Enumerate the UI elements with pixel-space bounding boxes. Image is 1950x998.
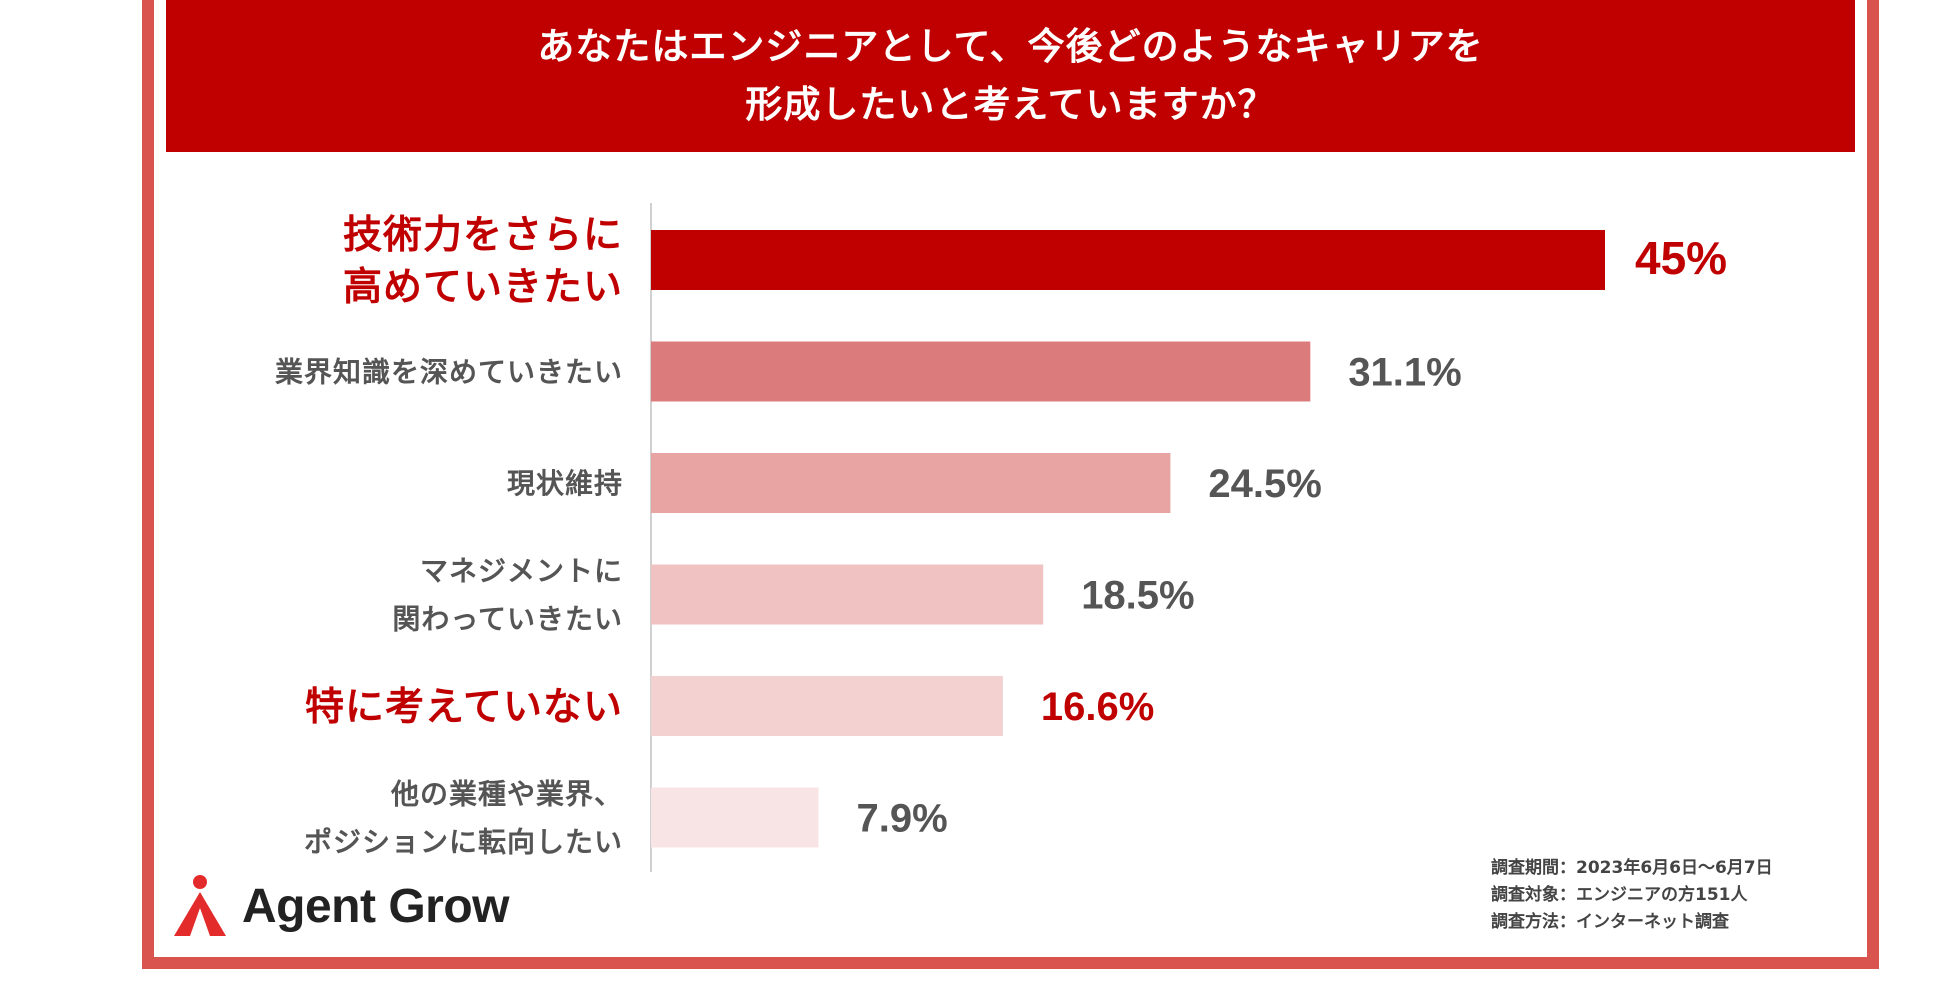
category-label-0: 技術力をさらに高めていきたい [343,213,623,310]
category-label-line: 業界知識を深めていきたい [275,356,623,389]
category-label-line: 高めていきたい [343,265,623,310]
category-label-2: 現状維持 [507,467,623,500]
bar-4 [651,676,1003,736]
bar-0 [651,230,1605,290]
value-label-1: 31.1% [1348,351,1461,395]
bar-5 [651,787,819,848]
value-label-2: 24.5% [1208,462,1321,506]
person-triangle-icon [174,875,226,936]
category-label-line: 技術力をさらに [343,213,623,258]
bar-2 [651,453,1171,513]
brand-name: Agent Grow [242,879,510,933]
value-label-3: 18.5% [1081,574,1194,618]
value-label-4: 16.6% [1041,685,1154,729]
value-label-5: 7.9% [856,797,947,841]
category-label-line: マネジメントに [420,555,623,588]
category-label-5: 他の業種や業界、ポジションに転向したい [304,778,623,859]
category-label-line: 他の業種や業界、 [390,778,623,811]
survey-notes: 調査期間：2023年6月6日〜6月7日 調査対象：エンジニアの方151人 調査方… [1491,855,1851,936]
category-label-4: 特に考えていない [305,685,623,730]
title-line-1: あなたはエンジニアとして、今後どのようなキャリアを [537,25,1484,68]
brand-logo: Agent Grow [172,875,510,936]
category-label-1: 業界知識を深めていきたい [275,356,623,389]
title-line-2: 形成したいと考えていますか？ [745,83,1276,126]
survey-method: 調査方法：インターネット調査 [1491,912,1729,932]
value-label-0: 45% [1635,232,1727,284]
category-label-line: 現状維持 [507,467,623,500]
survey-period: 調査期間：2023年6月6日〜6月7日 [1491,858,1773,878]
category-label-3: マネジメントに関わっていきたい [392,555,623,636]
survey-target: 調査対象：エンジニアの方151人 [1491,885,1748,905]
chart-frame: あなたはエンジニアとして、今後どのようなキャリアを 形成したいと考えていますか？ [142,0,1879,969]
category-label-line: 特に考えていない [305,685,623,730]
category-label-line: 関わっていきたい [392,603,623,636]
chart-header: あなたはエンジニアとして、今後どのようなキャリアを 形成したいと考えていますか？ [166,0,1855,152]
category-label-line: ポジションに転向したい [304,826,623,859]
bar-3 [651,564,1044,625]
bar-1 [651,341,1311,402]
